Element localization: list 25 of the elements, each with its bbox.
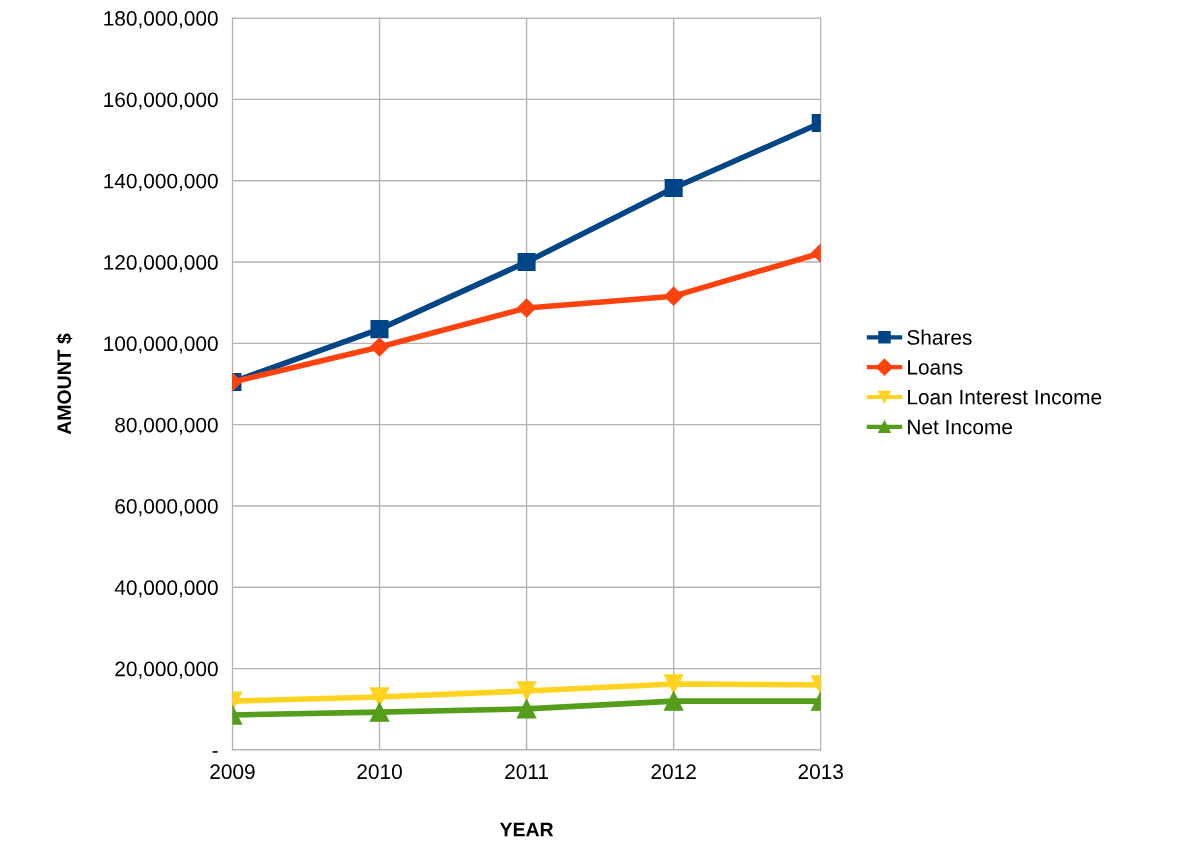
point <box>517 252 536 272</box>
legend-label: Net Income <box>908 419 1012 435</box>
y-tick-label: 60,000,000 <box>115 498 218 517</box>
y-tick-label: - <box>212 751 218 753</box>
point <box>517 298 537 318</box>
y-tick-label: 140,000,000 <box>104 173 218 191</box>
x-tick-label: 2011 <box>505 764 548 780</box>
x-tick-label: 2010 <box>357 764 402 780</box>
y-tick-label: 100,000,000 <box>104 336 218 354</box>
legend-label: Shares <box>907 329 972 345</box>
y-tick-label: 120,000,000 <box>104 255 218 273</box>
y-tick-label: 180,000,000 <box>104 11 218 29</box>
point <box>516 699 537 719</box>
point <box>516 681 537 701</box>
y-axis-title: AMOUNT $ <box>56 333 73 435</box>
legend-label: Loans <box>908 360 963 375</box>
x-tick-label: 2009 <box>210 764 255 780</box>
legend-label: Loan Interest Income <box>908 389 1102 405</box>
y-tick-label: 160,000,000 <box>104 92 218 110</box>
x-tick-label: 2013 <box>798 764 843 780</box>
y-tick-label: 20,000,000 <box>115 661 218 679</box>
x-axis-title: YEAR <box>499 822 554 837</box>
y-tick-label: 80,000,000 <box>115 417 218 435</box>
x-tick-label: 2012 <box>651 764 696 780</box>
y-tick-label: 40,000,000 <box>114 580 218 598</box>
